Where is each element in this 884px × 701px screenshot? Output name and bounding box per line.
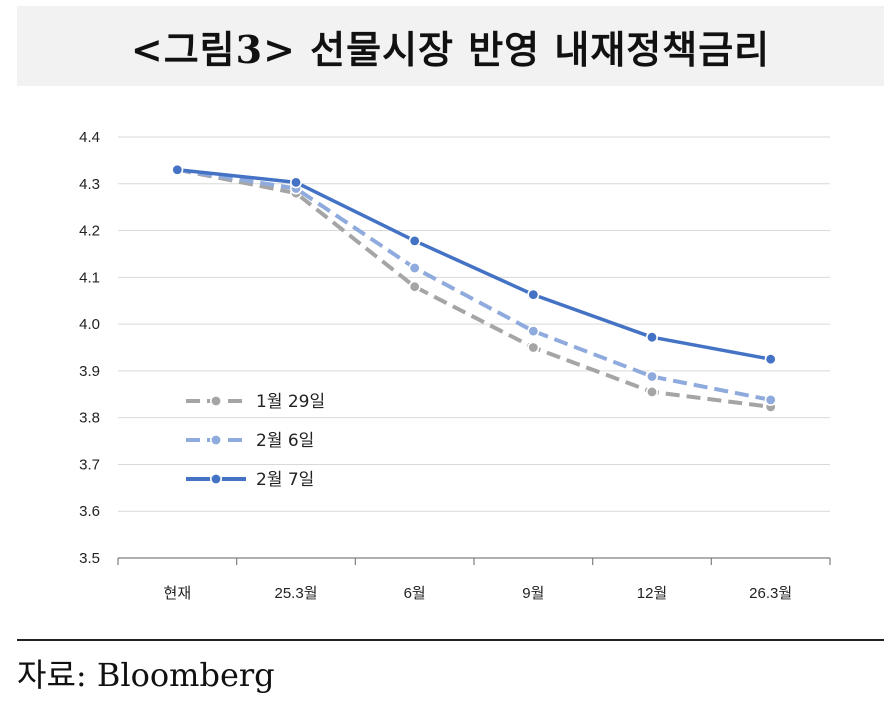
line-chart: 3.5 3.6 3.7 3.8 3.9 4.0 4.1 4.2 4.3 4.4 현재 25.3월 6월 9…	[79, 129, 831, 602]
x-tick-label: 현재	[164, 585, 192, 602]
series-line	[176, 167, 772, 402]
data-point	[408, 261, 421, 274]
y-tick-label: 3.5	[79, 550, 100, 567]
y-tick-label: 4.1	[79, 269, 100, 286]
data-point	[645, 385, 658, 398]
source-note: 자료: Bloomberg	[17, 656, 275, 694]
y-tick-label: 3.7	[79, 456, 100, 473]
x-tick-label: 9월	[522, 585, 544, 602]
series-line	[177, 167, 772, 361]
y-tick-label: 3.9	[79, 363, 100, 380]
data-point	[527, 288, 540, 301]
legend-label: 1월 29일	[256, 392, 325, 412]
title-band: <그림3> 선물시장 반영 내재정책금리	[17, 6, 884, 86]
legend-marker	[210, 394, 223, 407]
data-point	[408, 280, 421, 293]
x-tick-label: 26.3월	[749, 585, 792, 602]
data-point	[645, 331, 658, 344]
data-point	[527, 325, 540, 338]
data-point	[527, 341, 540, 354]
x-tick-label: 12월	[637, 585, 668, 602]
y-tick-label: 3.8	[79, 410, 100, 427]
data-point	[408, 234, 421, 247]
legend-label: 2월 7일	[256, 470, 314, 490]
x-tick-label: 25.3월	[275, 585, 318, 602]
divider	[17, 639, 884, 641]
y-tick-label: 4.2	[79, 223, 100, 240]
data-point	[289, 176, 302, 189]
y-tick-label: 4.3	[79, 176, 100, 193]
legend-marker	[210, 472, 223, 485]
y-tick-label: 4.0	[79, 316, 100, 333]
y-tick-label: 3.6	[79, 503, 100, 520]
y-tick-label: 4.4	[79, 129, 100, 146]
data-point	[171, 163, 184, 176]
series-line	[176, 167, 771, 409]
chart-title: <그림3> 선물시장 반영 내재정책금리	[130, 26, 771, 72]
legend-label: 2월 6일	[256, 431, 314, 451]
data-point	[645, 370, 658, 383]
x-tick-label: 6월	[404, 585, 426, 602]
data-point	[764, 353, 777, 366]
legend-marker	[210, 433, 223, 446]
data-point	[764, 393, 777, 406]
